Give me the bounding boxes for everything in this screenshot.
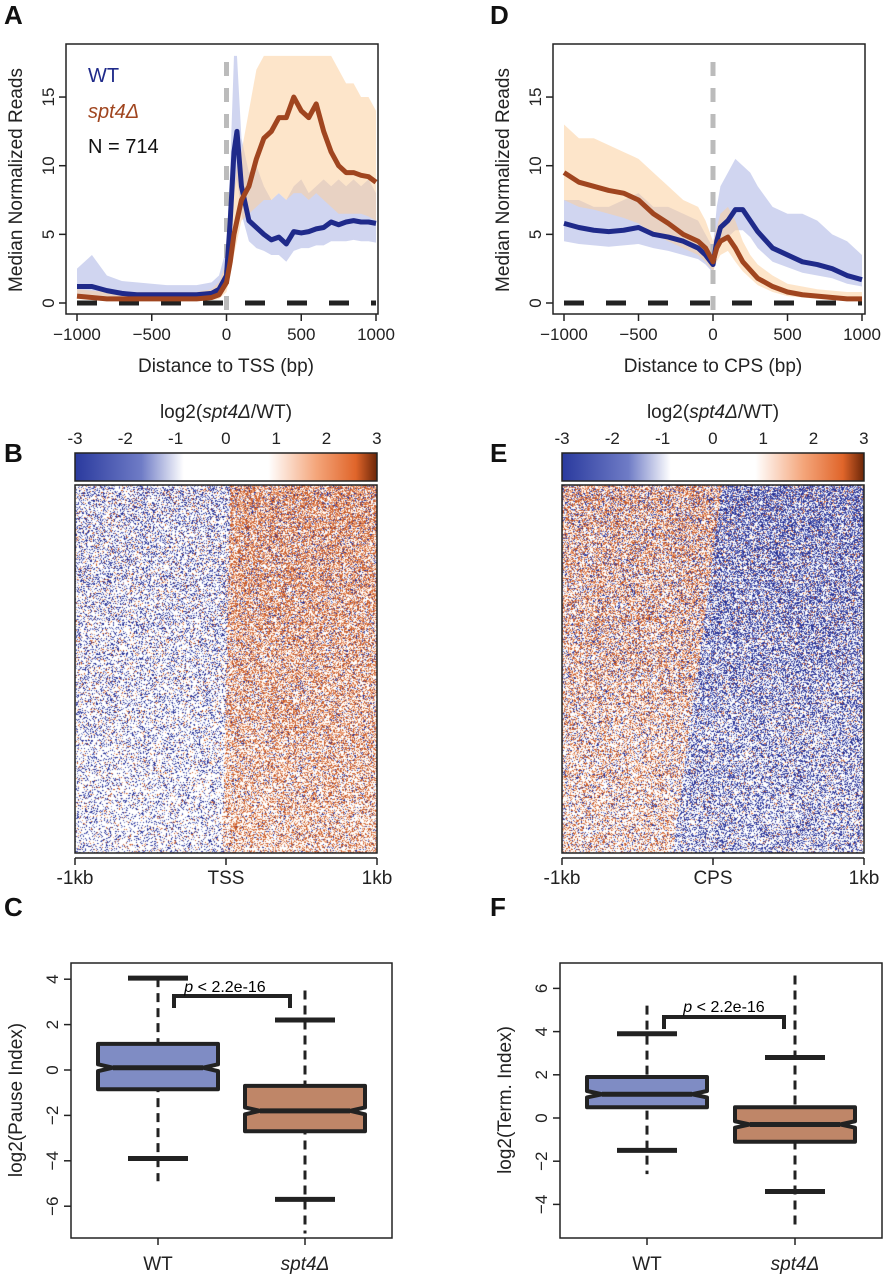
x-tick-label: spt4Δ: [771, 1254, 820, 1275]
y-tick-label: 6: [532, 984, 551, 993]
colorbar-tick-label: 0: [221, 429, 230, 448]
panel-f-boxplot: WT spt4Δ −4 −2 0 2 4 6 log2(Term. Index) p < 2.…: [495, 962, 883, 1275]
y-axis-label: log2(Term. Index): [495, 1026, 516, 1174]
colorbar-title: log2(spt4Δ/WT): [160, 402, 292, 423]
y-tick-label: 5: [39, 230, 58, 239]
colorbar-tick-label: 2: [322, 429, 331, 448]
x-tick-label: -1kb: [544, 868, 581, 889]
x-tick-label: 1kb: [849, 868, 880, 889]
y-tick-label: 10: [526, 156, 545, 175]
series-line-0: [563, 207, 863, 283]
heatmap-frame: [74, 484, 378, 854]
y-tick-label: −4: [43, 1151, 62, 1170]
panel-letter-b: B: [4, 438, 23, 468]
y-tick-label: −6: [43, 1197, 62, 1216]
y-tick-label: −4: [532, 1195, 551, 1214]
series-band-0: [77, 55, 376, 298]
y-axis-label: log2(Pause Index): [6, 1023, 27, 1177]
x-tick-label: −500: [619, 325, 657, 344]
x-tick-label: 1kb: [362, 868, 393, 889]
plot-frame: [552, 43, 866, 315]
n-annotation: N = 714: [88, 136, 159, 158]
x-axis-label: Distance to CPS (bp): [624, 356, 802, 377]
legend-spt4: spt4Δ: [88, 101, 139, 123]
x-tick-label: 500: [287, 325, 315, 344]
x-tick-label: 500: [773, 325, 801, 344]
x-tick-label: −1000: [540, 325, 588, 344]
panel-d-line-chart: −1000 −500 0 500 1000 0 5 10 15 Distance to CPS …: [493, 43, 881, 377]
series-band-1: [564, 124, 862, 301]
y-tick-label: 2: [43, 1020, 62, 1029]
colorbar-tick-label: -1: [168, 429, 183, 448]
significance-bracket: [172, 994, 292, 1008]
y-tick-label: 0: [526, 298, 545, 307]
plot-frame: [70, 962, 393, 1239]
heatmap-canvas: [75, 485, 377, 853]
p-value-annotation: p < 2.2e-16: [183, 979, 266, 996]
y-axis-label: Median Normalized Reads: [493, 68, 514, 292]
panel-letter-f: F: [490, 892, 506, 922]
colorbar-title: log2(spt4Δ/WT): [647, 402, 779, 423]
y-tick-label: −2: [532, 1152, 551, 1171]
x-axis-label: Distance to TSS (bp): [138, 356, 314, 377]
series-line-1: [76, 94, 378, 302]
y-tick-label: 10: [39, 156, 58, 175]
x-tick-label: −500: [133, 325, 171, 344]
x-tick-label: 1000: [843, 325, 881, 344]
x-tick-label: 1000: [357, 325, 395, 344]
panel-letter-d: D: [490, 0, 509, 30]
y-tick-label: 4: [532, 1027, 551, 1036]
significance-bracket: [662, 1015, 786, 1029]
colorbar: [561, 452, 865, 482]
panel-letter-a: A: [4, 0, 23, 30]
series-band-1: [77, 55, 376, 301]
x-tick-label: WT: [632, 1254, 662, 1275]
panel-letter-e: E: [490, 438, 507, 468]
colorbar-tick-label: -2: [605, 429, 620, 448]
panel-e-heatmap: log2(spt4Δ/WT) -3 -2 -1 0 1 2 3 -1kb CPS 1kb: [544, 402, 880, 889]
plot-frame: [559, 962, 883, 1239]
panel-letter-c: C: [4, 892, 23, 922]
legend-wt: WT: [88, 65, 119, 87]
series-line-0: [77, 128, 377, 298]
colorbar-tick-label: 0: [708, 429, 717, 448]
series-line-1: [562, 170, 862, 302]
y-tick-label: 0: [532, 1113, 551, 1122]
y-tick-label: 4: [43, 974, 62, 983]
x-tick-label: WT: [143, 1254, 173, 1275]
y-tick-label: 2: [532, 1070, 551, 1079]
x-tick-label: 0: [708, 325, 717, 344]
y-tick-label: 5: [526, 230, 545, 239]
y-tick-label: 0: [43, 1065, 62, 1074]
x-tick-label: TSS: [208, 868, 245, 889]
y-tick-label: 15: [39, 88, 58, 107]
y-tick-label: 15: [526, 88, 545, 107]
x-tick-label: spt4Δ: [281, 1254, 330, 1275]
x-tick-label: CPS: [693, 868, 732, 889]
colorbar-tick-label: -3: [67, 429, 82, 448]
plot-frame: [65, 43, 379, 315]
x-tick-label: -1kb: [57, 868, 94, 889]
colorbar-tick-label: -2: [118, 429, 133, 448]
colorbar-tick-label: 1: [271, 429, 280, 448]
heatmap-frame: [561, 484, 865, 854]
colorbar-tick-label: 3: [372, 429, 381, 448]
heatmap-canvas: [562, 485, 864, 853]
panel-a-line-chart: −1000 −500 0 500 1000 0 5 10 15 Distance to TSS …: [6, 43, 395, 377]
x-tick-label: 0: [222, 325, 231, 344]
x-tick-label: −1000: [53, 325, 101, 344]
colorbar-tick-label: -1: [655, 429, 670, 448]
p-value-annotation: p < 2.2e-16: [682, 999, 765, 1016]
colorbar-tick-label: 2: [809, 429, 818, 448]
colorbar: [74, 452, 378, 482]
y-axis-label: Median Normalized Reads: [6, 68, 27, 292]
panel-b-heatmap: log2(spt4Δ/WT) -3 -2 -1 0 1 2 3 -1kb TSS 1kb: [57, 402, 393, 889]
colorbar-tick-label: -3: [554, 429, 569, 448]
colorbar-tick-label: 3: [859, 429, 868, 448]
y-tick-label: −2: [43, 1106, 62, 1125]
panel-c-boxplot: WT spt4Δ −6 −4 −2 0 2 4 log2(Pause Index) p < 2…: [6, 962, 393, 1275]
y-tick-label: 0: [39, 298, 58, 307]
colorbar-tick-label: 1: [758, 429, 767, 448]
